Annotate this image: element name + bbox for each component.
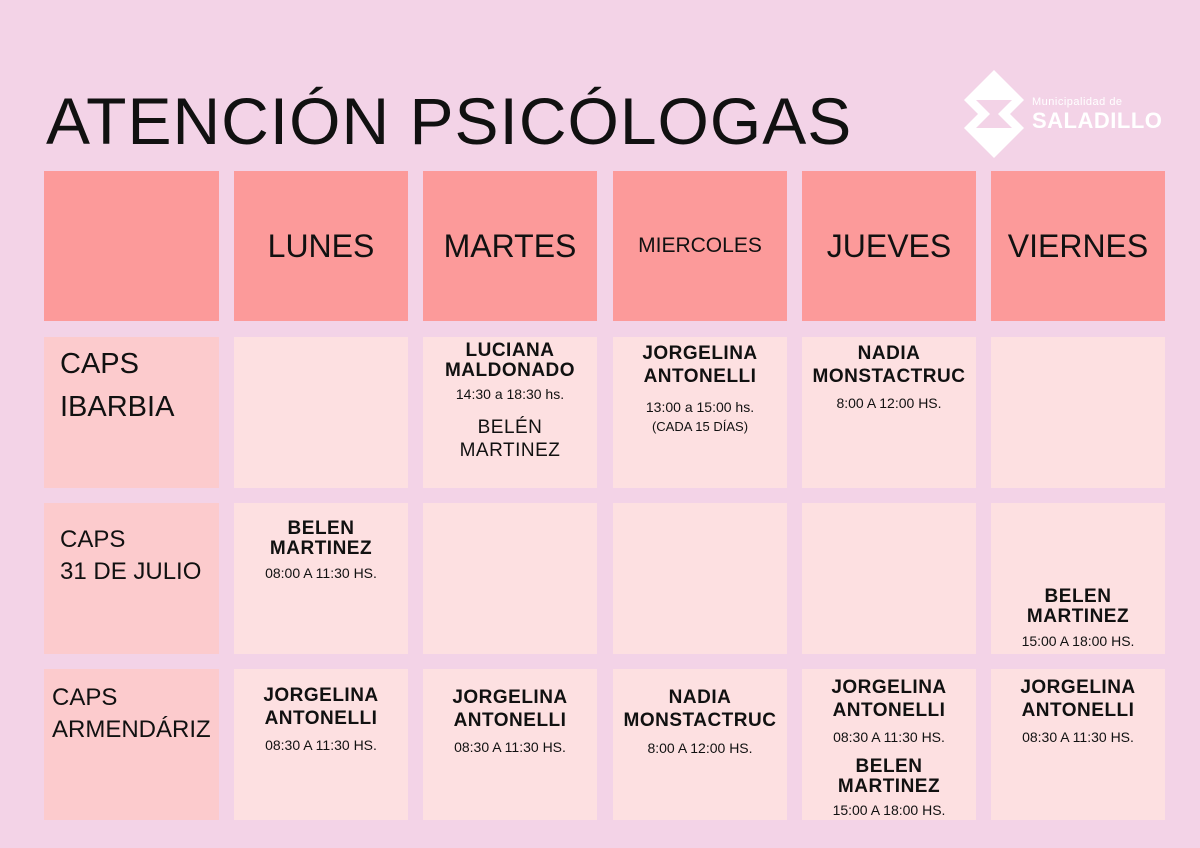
schedule-time: 15:00 A 18:00 HS. <box>832 802 946 818</box>
psychologist-name: MARTINEZ <box>269 537 373 559</box>
day-label: MARTES <box>443 227 577 264</box>
day-label: VIERNES <box>1007 227 1149 264</box>
schedule-note: (CADA 15 DÍAS) <box>651 419 749 434</box>
schedule-time: 8:00 A 12:00 HS. <box>836 395 942 411</box>
schedule-cell: NADIA MONSTACTRUC 8:00 A 12:00 HS. <box>802 337 976 488</box>
psychologist-name: ANTONELLI <box>264 707 378 729</box>
psychologist-name: MARTINEZ <box>1026 605 1130 627</box>
row-label-31-de-julio: CAPS 31 DE JULIO <box>44 503 219 654</box>
row-label-armendariz: CAPS ARMENDÁRIZ <box>44 669 219 820</box>
psychologist-name: NADIA <box>857 343 921 364</box>
psychologist-name: MARTINEZ <box>837 775 941 797</box>
psychologist-name: BELÉN <box>477 417 543 438</box>
psychologist-name: JORGELINA <box>263 685 379 706</box>
psychologist-name: MONSTACTRUC <box>623 709 777 731</box>
psychologist-name: MALDONADO <box>444 359 576 381</box>
schedule-time: 14:30 a 18:30 hs. <box>455 386 565 402</box>
schedule-cell: BELEN MARTINEZ 15:00 A 18:00 HS. <box>991 503 1165 654</box>
row-label-line1: CAPS <box>60 526 126 553</box>
page-title: ATENCIÓN PSICÓLOGAS <box>46 84 853 158</box>
day-label: JUEVES <box>826 227 952 264</box>
schedule-time: 13:00 a 15:00 hs. <box>645 399 755 415</box>
schedule-time: 15:00 A 18:00 HS. <box>1021 633 1135 649</box>
schedule-cell <box>613 503 787 654</box>
psychologist-name: BELEN <box>1044 586 1112 607</box>
schedule-cell: JORGELINA ANTONELLI 08:30 A 11:30 HS. BE… <box>802 669 976 820</box>
schedule-time: 08:00 A 11:30 HS. <box>265 565 377 581</box>
schedule-cell <box>234 337 408 488</box>
schedule-time: 08:30 A 11:30 HS. <box>1022 729 1134 745</box>
header-lunes: LUNES <box>234 171 408 321</box>
saladillo-logo-icon <box>964 70 1024 158</box>
row-label-line2: 31 DE JULIO <box>60 558 202 585</box>
psychologist-name: ANTONELLI <box>643 365 757 387</box>
schedule-cell: BELEN MARTINEZ 08:00 A 11:30 HS. <box>234 503 408 654</box>
logo: Municipalidad de SALADILLO <box>962 68 1162 160</box>
logo-name: SALADILLO <box>1032 108 1163 133</box>
psychologist-name: LUCIANA <box>465 340 555 361</box>
psychologist-name: JORGELINA <box>831 677 947 698</box>
psychologist-name: ANTONELLI <box>1021 699 1135 721</box>
psychologist-name: BELEN <box>855 756 923 777</box>
psychologist-name: ANTONELLI <box>453 709 567 731</box>
psychologist-name: JORGELINA <box>642 343 758 364</box>
schedule-cell <box>802 503 976 654</box>
day-label: LUNES <box>267 227 375 264</box>
row-label-line1: CAPS <box>60 348 139 380</box>
header-miercoles: MIERCOLES <box>613 171 787 321</box>
psychologist-name: MONSTACTRUC <box>812 365 966 387</box>
row-label-ibarbia: CAPS IBARBIA <box>44 337 219 488</box>
schedule-cell: JORGELINA ANTONELLI 08:30 A 11:30 HS. <box>991 669 1165 820</box>
schedule-cell: JORGELINA ANTONELLI 13:00 a 15:00 hs. (C… <box>613 337 787 488</box>
row-label-line1: CAPS <box>52 684 118 711</box>
schedule-time: 08:30 A 11:30 HS. <box>833 729 945 745</box>
schedule-time: 08:30 A 11:30 HS. <box>454 739 566 755</box>
header-jueves: JUEVES <box>802 171 976 321</box>
psychologist-name: JORGELINA <box>1020 677 1136 698</box>
schedule-cell <box>991 337 1165 488</box>
schedule-cell: NADIA MONSTACTRUC 8:00 A 12:00 HS. <box>613 669 787 820</box>
schedule-time: 08:30 A 11:30 HS. <box>265 737 377 753</box>
schedule-cell: JORGELINA ANTONELLI 08:30 A 11:30 HS. <box>234 669 408 820</box>
logo-subtitle: Municipalidad de <box>1032 96 1123 108</box>
psychologist-name: MARTINEZ <box>459 439 561 461</box>
header-viernes: VIERNES <box>991 171 1165 321</box>
corner-cell <box>44 171 219 321</box>
psychologist-name: NADIA <box>668 687 732 708</box>
header-martes: MARTES <box>423 171 597 321</box>
row-label-line2: ARMENDÁRIZ <box>52 716 211 743</box>
schedule-cell: JORGELINA ANTONELLI 08:30 A 11:30 HS. <box>423 669 597 820</box>
schedule-cell: LUCIANA MALDONADO 14:30 a 18:30 hs. BELÉ… <box>423 337 597 488</box>
psychologist-name: JORGELINA <box>452 687 568 708</box>
row-label-line2: IBARBIA <box>60 391 175 423</box>
psychologist-name: BELEN <box>287 518 355 539</box>
day-label: MIERCOLES <box>638 234 762 257</box>
schedule-time: 8:00 A 12:00 HS. <box>647 740 753 756</box>
schedule-cell <box>423 503 597 654</box>
psychologist-name: ANTONELLI <box>832 699 946 721</box>
